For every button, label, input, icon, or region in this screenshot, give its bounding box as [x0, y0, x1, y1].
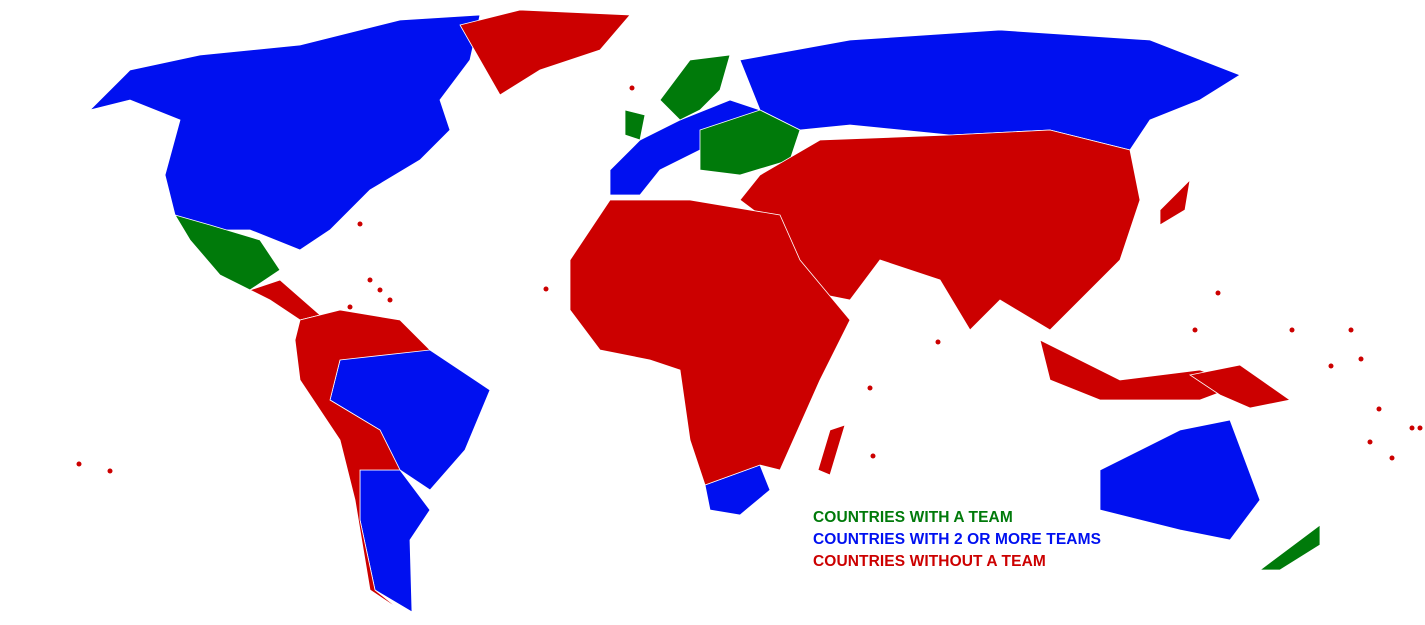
- legend: COUNTRIES WITH A TEAM COUNTRIES WITH 2 O…: [813, 507, 1101, 573]
- region-madagascar: [817, 424, 846, 476]
- region-mexico: [174, 214, 281, 291]
- legend-item-multiple-teams: COUNTRIES WITH 2 OR MORE TEAMS: [813, 531, 1102, 548]
- region-scandinavia: [659, 54, 731, 121]
- region-new-zealand: [1258, 524, 1321, 571]
- island-dots: [76, 85, 1423, 474]
- legend-item-one-team: COUNTRIES WITH A TEAM: [813, 509, 1013, 526]
- region-central-america: [248, 279, 321, 321]
- region-indonesia: [1039, 339, 1242, 401]
- region-greenland: [459, 9, 631, 96]
- region-south-america: [294, 309, 431, 611]
- region-uk: [624, 109, 646, 141]
- legend-item-no-team: COUNTRIES WITHOUT A TEAM: [813, 553, 1046, 570]
- region-australia: [1099, 419, 1261, 541]
- region-papua-new-guinea: [1188, 364, 1291, 409]
- region-japan: [1159, 178, 1191, 226]
- region-russia: [739, 29, 1241, 151]
- region-north-america: [88, 14, 481, 251]
- region-africa: [569, 199, 851, 486]
